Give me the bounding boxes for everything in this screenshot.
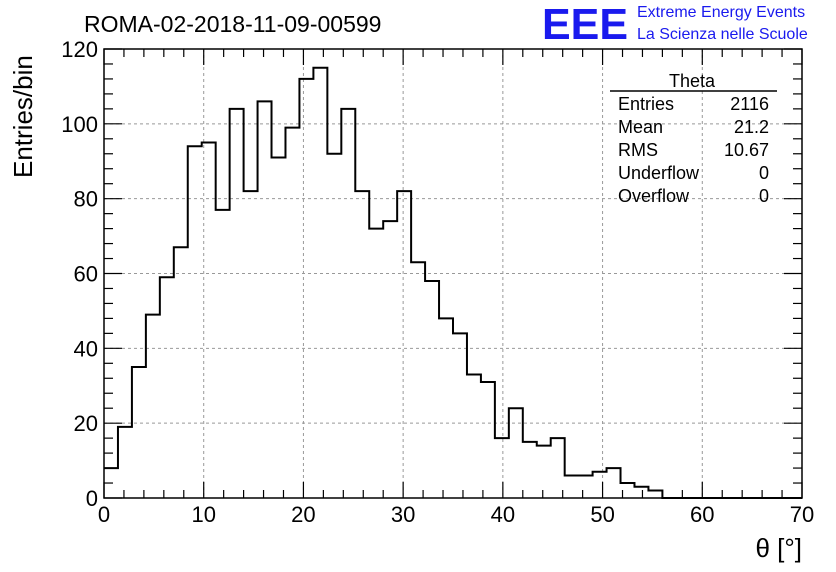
x-tick-label: 0 — [98, 502, 110, 527]
logo-line-1: Extreme Energy Events — [637, 4, 805, 21]
x-tick-label: 50 — [590, 502, 614, 527]
x-tick-label: 60 — [690, 502, 714, 527]
x-tick-label: 10 — [191, 502, 215, 527]
stats-value-entries: 2116 — [730, 94, 769, 114]
x-tick-label: 70 — [790, 502, 814, 527]
stats-label-rms: RMS — [618, 140, 658, 160]
x-axis-label: θ [°] — [755, 533, 802, 563]
stats-box: Theta Entries 2116 Mean 21.2 RMS 10.67 U… — [610, 71, 777, 206]
y-tick-label: 0 — [86, 486, 98, 511]
stats-label-mean: Mean — [618, 117, 663, 137]
stats-label-underflow: Underflow — [618, 163, 700, 183]
x-tick-label: 30 — [391, 502, 415, 527]
tick-labels: 0 10 20 30 40 50 60 70 0 20 40 60 80 100 120 — [61, 37, 814, 527]
plot-frame — [103, 48, 803, 499]
y-tick-label: 20 — [74, 411, 98, 436]
stats-label-entries: Entries — [618, 94, 674, 114]
histogram-line — [104, 66, 802, 499]
stats-value-underflow: 0 — [759, 163, 769, 183]
logo-line-2: La Scienza nelle Scuole — [637, 26, 808, 43]
y-tick-label: 40 — [74, 336, 98, 361]
eee-logo: EEE Extreme Energy Events La Scienza nel… — [542, 0, 808, 49]
stats-label-overflow: Overflow — [618, 186, 690, 206]
y-tick-label: 100 — [61, 112, 98, 137]
y-tick-label: 60 — [74, 262, 98, 287]
stats-value-overflow: 0 — [759, 186, 769, 206]
x-tick-label: 40 — [491, 502, 515, 527]
x-tick-label: 20 — [291, 502, 315, 527]
eee-logo-mark: EEE — [542, 0, 628, 49]
chart-title: ROMA-02-2018-11-09-00599 — [84, 11, 381, 37]
y-axis-label: Entries/bin — [8, 55, 38, 178]
y-tick-label: 120 — [61, 37, 98, 62]
stats-value-mean: 21.2 — [734, 117, 769, 137]
grid — [104, 49, 802, 498]
stats-value-rms: 10.67 — [724, 140, 769, 160]
y-tick-label: 80 — [74, 187, 98, 212]
stats-title: Theta — [669, 71, 716, 91]
